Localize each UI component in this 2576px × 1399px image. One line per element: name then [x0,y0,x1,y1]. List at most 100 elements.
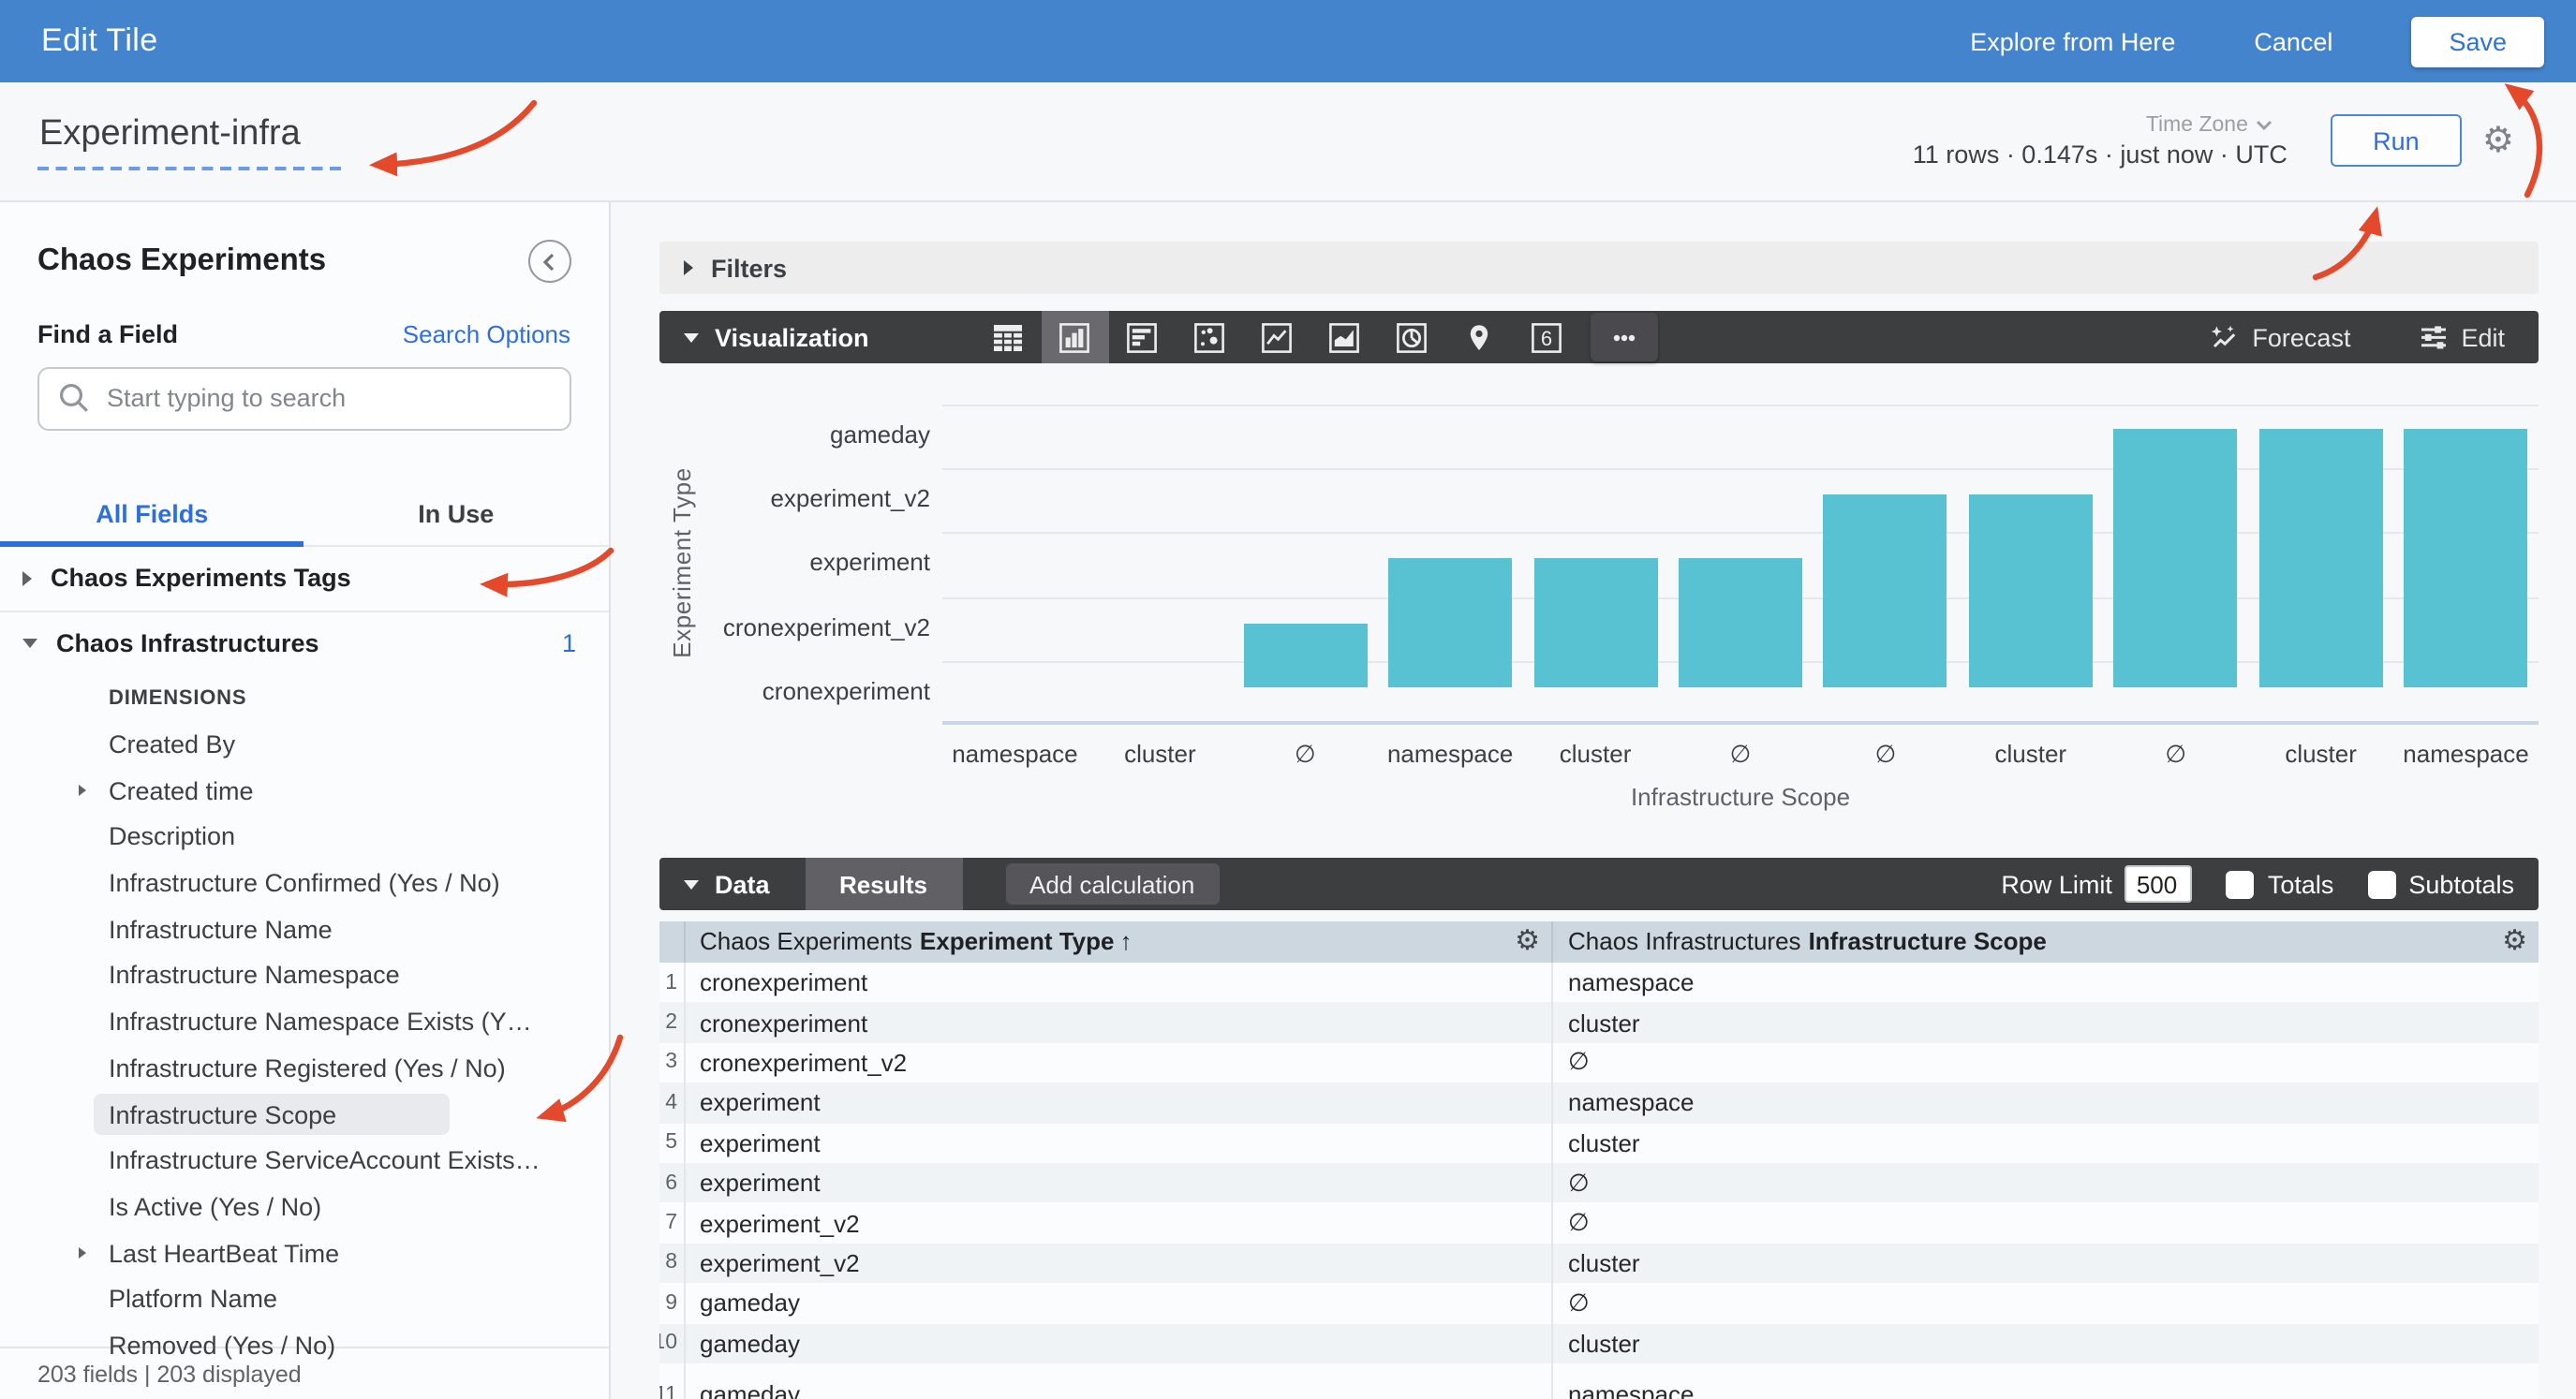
more-options-icon[interactable] [1590,313,1658,361]
row-number-cell: 10 [659,1323,685,1363]
data-section-header[interactable]: Data [659,870,805,898]
results-tab[interactable]: Results [805,858,962,910]
query-stats: 11 rows · 0.147s · just now · UTC [1912,140,2287,169]
experiment-type-cell[interactable]: cronexperiment_v2 [685,1042,1553,1083]
field-label: Removed (Yes / No) [109,1331,336,1360]
field-item-infrastructure-name[interactable]: Infrastructure Name [0,906,608,952]
field-item-created-by[interactable]: Created By [0,721,608,767]
field-label: Is Active (Yes / No) [109,1192,322,1221]
field-group-chaos-infrastructures[interactable]: Chaos Infrastructures 1 [0,611,608,675]
row-number-cell: 5 [659,1123,685,1163]
field-item-created-time[interactable]: Created time [0,768,608,814]
infrastructure-scope-cell[interactable]: cluster [1568,1329,1640,1358]
field-group-chaos-experiments-tags[interactable]: Chaos Experiments Tags [0,546,608,610]
forecast-button[interactable]: Forecast [2209,322,2350,352]
field-item-infrastructure-namespace[interactable]: Infrastructure Namespace [0,952,608,998]
infrastructure-scope-cell[interactable]: namespace [1568,1380,1695,1399]
bar-chart-icon[interactable] [1109,311,1177,363]
bar-namespace-gameday [2404,429,2528,687]
gridline [942,405,2539,406]
infrastructure-scope-cell[interactable]: ∅ [1568,1208,1590,1237]
experiment-type-cell[interactable]: gameday [685,1283,1553,1324]
experiment-type-cell[interactable]: cronexperiment [685,963,1553,1003]
field-item-removed-yes-no[interactable]: Removed (Yes / No) [0,1322,608,1368]
column-header-infrastructure-scope[interactable]: Chaos Infrastructures Infrastructure Scop… [1553,920,2539,963]
timezone-dropdown[interactable]: Time Zone [2146,114,2273,137]
column-chart-icon[interactable] [1041,311,1109,363]
collapse-sidebar-button[interactable] [527,240,570,283]
experiment-type-cell[interactable]: experiment_v2 [685,1202,1553,1244]
field-item-last-heartbeat-time[interactable]: Last HeartBeat Time [0,1230,608,1276]
table-chart-icon[interactable] [974,311,1042,363]
tile-title-input[interactable]: Experiment-infra [37,114,342,170]
x-axis-tick-label: cluster [1994,740,2067,768]
field-item-description[interactable]: Description [0,814,608,860]
cancel-button[interactable]: Cancel [2254,27,2333,55]
save-button[interactable]: Save [2411,16,2544,66]
pie-chart-icon[interactable] [1379,311,1446,363]
y-axis-labels: gameday experiment_v2 experiment cronexperi… [659,405,930,725]
map-chart-icon[interactable] [1446,311,1514,363]
infrastructure-scope-cell[interactable]: cluster [1568,1009,1640,1038]
experiment-type-cell[interactable]: gameday [685,1323,1553,1363]
subtotals-checkbox[interactable] [2367,870,2396,898]
field-search-box[interactable] [37,366,570,430]
column-header-experiment-type[interactable]: Chaos Experiments Experiment Type ↑ ⚙ [685,920,1553,963]
infrastructure-scope-cell[interactable]: namespace [1568,968,1695,997]
experiment-type-cell[interactable]: experiment [685,1123,1553,1163]
gear-icon[interactable]: ⚙ [2481,121,2514,161]
field-label: Last HeartBeat Time [109,1239,340,1268]
table-body: 1 cronexperiment namespace 2 cronexperiment c… [659,963,2539,1399]
row-limit-input[interactable] [2124,865,2193,903]
visualization-section-header[interactable]: Visualization [659,323,869,351]
field-item-infrastructure-serviceaccount-exists[interactable]: Infrastructure ServiceAccount Exists… [0,1138,608,1184]
area-chart-icon[interactable] [1311,311,1379,363]
line-chart-icon[interactable] [1244,311,1311,363]
row-number-cell: 1 [659,963,685,1003]
experiment-type-cell[interactable]: cronexperiment [685,1002,1553,1043]
bar-∅-experiment_v2 [1823,493,1947,687]
fields-in-use-badge: 1 [561,629,576,657]
infrastructure-scope-cell[interactable]: cluster [1568,1248,1640,1277]
run-button[interactable]: Run [2330,114,2462,168]
chevron-down-icon [2256,120,2272,130]
visualization-toolbar: Visualization 6 Forecast Edit [659,311,2539,363]
scatter-chart-icon[interactable] [1177,311,1244,363]
bar-namespace-experiment [1388,558,1513,687]
column-field-name: Experiment Type [919,927,1115,956]
add-calculation-button[interactable]: Add calculation [1005,863,1220,905]
infrastructure-scope-cell[interactable]: ∅ [1568,1047,1590,1076]
tab-in-use[interactable]: In Use [418,499,495,527]
field-item-platform-name[interactable]: Platform Name [0,1276,608,1322]
tab-all-fields[interactable]: All Fields [96,499,209,527]
experiment-type-cell[interactable]: experiment [685,1162,1553,1203]
section-label-dimensions: DIMENSIONS [109,686,247,710]
explore-from-here-button[interactable]: Explore from Here [1970,27,2176,55]
infrastructure-scope-cell[interactable]: ∅ [1568,1168,1590,1197]
search-options-link[interactable]: Search Options [402,319,570,347]
row-number-column-header [659,920,685,963]
y-axis-tick-label: experiment_v2 [770,483,930,512]
infrastructure-scope-cell[interactable]: ∅ [1568,1288,1590,1317]
field-item-is-active-yes-no[interactable]: Is Active (Yes / No) [0,1184,608,1230]
data-options: Row Limit Totals Subtotals [2001,865,2539,903]
experiment-type-cell[interactable]: experiment_v2 [685,1243,1553,1284]
field-item-infrastructure-scope[interactable]: Infrastructure Scope [0,1091,608,1137]
field-item-infrastructure-registered-yes-no[interactable]: Infrastructure Registered (Yes / No) [0,1045,608,1091]
single-value-icon[interactable]: 6 [1514,311,1581,363]
bar-cluster-gameday [2258,429,2383,687]
edit-viz-button[interactable]: Edit [2418,322,2505,352]
infrastructure-scope-cell[interactable]: cluster [1568,1128,1640,1157]
field-item-infrastructure-confirmed-yes-no[interactable]: Infrastructure Confirmed (Yes / No) [0,861,608,906]
gear-icon[interactable]: ⚙ [2502,925,2527,958]
experiment-type-cell[interactable]: experiment [685,1082,1553,1124]
experiment-type-cell[interactable]: gameday [685,1362,1553,1399]
field-item-infrastructure-namespace-exists-y[interactable]: Infrastructure Namespace Exists (Y… [0,999,608,1045]
row-number-cell: 6 [659,1162,685,1203]
infrastructure-scope-cell[interactable]: namespace [1568,1088,1695,1117]
gear-icon[interactable]: ⚙ [1515,925,1540,958]
filters-section-header[interactable]: Filters [659,242,2539,294]
timezone-label: Time Zone [2145,113,2248,137]
totals-checkbox[interactable] [2226,870,2255,898]
field-search-input[interactable] [107,384,550,412]
